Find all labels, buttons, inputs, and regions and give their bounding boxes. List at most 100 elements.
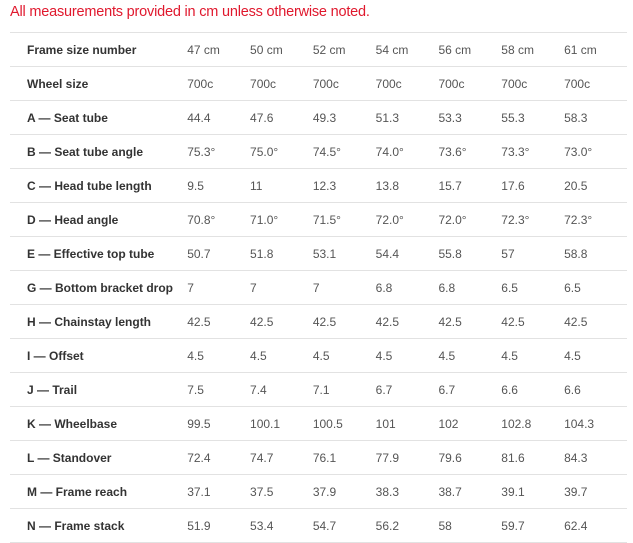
table-cell: 4.5 (375, 348, 393, 363)
table-cell: 7 (312, 280, 320, 295)
table-cell: 59.7 (501, 518, 525, 533)
table-row: Wheel size 700c 700c 700c 700c 700c 700c 700c (10, 67, 627, 101)
table-cell: 72.0° (438, 212, 467, 227)
table-cell: 4.5 (187, 348, 204, 363)
table-cell: 12.3 (312, 178, 337, 193)
table-row: B — Seat tube angle 75.3° 75.0° 74.5° 74.0° 7… (10, 135, 627, 169)
row-label: L — Standover (27, 450, 112, 465)
table-cell: 61 cm (564, 42, 597, 57)
table-row: N — Frame stack 51.9 53.4 54.7 56.2 58 59.7 62.… (10, 509, 627, 543)
table-cell: 55.3 (501, 110, 525, 125)
table-cell: 700c (312, 76, 339, 91)
table-cell: 700c (250, 76, 277, 91)
table-row: A — Seat tube 44.4 47.6 49.3 51.3 53.3 55.3 58.… (10, 101, 627, 135)
table-cell: 9.5 (187, 178, 204, 193)
table-cell: 84.3 (564, 450, 588, 465)
row-label: C — Head tube length (27, 178, 152, 193)
table-cell: 100.1 (250, 416, 281, 431)
row-label: H — Chainstay length (27, 314, 152, 329)
table-cell: 4.5 (438, 348, 456, 363)
table-cell: 6.5 (564, 280, 581, 295)
table-cell: 57 (501, 246, 515, 261)
table-cell: 6.8 (375, 280, 393, 295)
row-label: Wheel size (27, 76, 89, 91)
table-cell: 53.3 (438, 110, 462, 125)
table-row: L — Standover 72.4 74.7 76.1 77.9 79.6 81.6 84.… (10, 441, 627, 475)
table-cell: 99.5 (187, 416, 211, 431)
table-cell: 38.3 (375, 484, 399, 499)
table-cell: 47.6 (250, 110, 274, 125)
table-cell: 75.0° (250, 144, 279, 159)
table-cell: 71.5° (312, 212, 341, 227)
table-row: K — Wheelbase 99.5 100.1 100.5 101 102 102.8 10… (10, 407, 627, 441)
table-cell: 81.6 (501, 450, 525, 465)
table-cell: 58.8 (564, 246, 588, 261)
table-cell: 74.5° (312, 144, 341, 159)
row-label: D — Head angle (27, 212, 119, 227)
table-cell: 76.1 (312, 450, 337, 465)
geometry-table: Frame size number 47 cm 50 cm 52 cm 54 cm 56 … (10, 32, 627, 543)
table-cell: 54.7 (312, 518, 337, 533)
table-cell: 13.8 (375, 178, 399, 193)
table-cell: 700c (375, 76, 402, 91)
table-cell: 70.8° (187, 212, 216, 227)
table-cell: 100.5 (312, 416, 343, 431)
table-cell: 74.7 (250, 450, 274, 465)
table-cell: 73.3° (501, 144, 530, 159)
measurement-note: All measurements provided in cm unless o… (10, 4, 370, 20)
table-cell: 50.7 (187, 246, 211, 261)
table-cell: 42.5 (438, 314, 462, 329)
table-cell: 4.5 (312, 348, 330, 363)
table-cell: 700c (187, 76, 214, 91)
table-cell: 51.3 (375, 110, 399, 125)
table-cell: 42.5 (187, 314, 211, 329)
table-cell: 72.3° (501, 212, 530, 227)
table-cell: 6.5 (501, 280, 518, 295)
table-cell: 11 (250, 178, 263, 193)
table-cell: 58 (438, 518, 452, 533)
row-label: E — Effective top tube (27, 246, 155, 261)
table-cell: 37.1 (187, 484, 211, 499)
table-row: G — Bottom bracket drop 7 7 7 6.8 6.8 6.5 6.5 (10, 271, 627, 305)
geometry-table-body: Frame size number 47 cm 50 cm 52 cm 54 cm 56 … (10, 33, 627, 543)
table-row: M — Frame reach 37.1 37.5 37.9 38.3 38.7 39.1 3… (10, 475, 627, 509)
table-cell: 72.3° (564, 212, 593, 227)
table-cell: 6.8 (438, 280, 456, 295)
table-cell: 77.9 (375, 450, 399, 465)
table-row: D — Head angle 70.8° 71.0° 71.5° 72.0° 72.0° 7… (10, 203, 627, 237)
table-cell: 42.5 (250, 314, 274, 329)
table-row: H — Chainstay length 42.5 42.5 42.5 42.5 42.5… (10, 305, 627, 339)
table-cell: 53.1 (312, 246, 337, 261)
table-cell: 700c (501, 76, 528, 91)
table-cell: 75.3° (187, 144, 216, 159)
table-cell: 71.0° (250, 212, 279, 227)
table-cell: 42.5 (312, 314, 337, 329)
table-cell: 54 cm (375, 42, 409, 57)
table-cell: 53.4 (250, 518, 274, 533)
table-cell: 49.3 (312, 110, 337, 125)
table-cell: 52 cm (312, 42, 346, 57)
table-cell: 58.3 (564, 110, 588, 125)
row-label: B — Seat tube angle (27, 144, 144, 159)
row-label: K — Wheelbase (27, 416, 118, 431)
table-cell: 42.5 (564, 314, 588, 329)
table-cell: 4.5 (501, 348, 518, 363)
table-cell: 44.4 (187, 110, 211, 125)
table-cell: 15.7 (438, 178, 462, 193)
table-cell: 102.8 (501, 416, 532, 431)
table-cell: 47 cm (187, 42, 220, 57)
table-cell: 37.9 (312, 484, 337, 499)
table-cell: 4.5 (564, 348, 581, 363)
table-cell: 54.4 (375, 246, 399, 261)
table-cell: 6.6 (501, 382, 518, 397)
table-cell: 73.0° (564, 144, 593, 159)
table-cell: 72.4 (187, 450, 211, 465)
table-cell: 56.2 (375, 518, 399, 533)
table-cell: 58 cm (501, 42, 534, 57)
table-cell: 50 cm (250, 42, 283, 57)
table-row: E — Effective top tube 50.7 51.8 53.1 54.4 55… (10, 237, 627, 271)
table-cell: 55.8 (438, 246, 462, 261)
table-cell: 79.6 (438, 450, 462, 465)
table-cell: 42.5 (501, 314, 525, 329)
table-row: I — Offset 4.5 4.5 4.5 4.5 4.5 4.5 4.5 (10, 339, 627, 373)
